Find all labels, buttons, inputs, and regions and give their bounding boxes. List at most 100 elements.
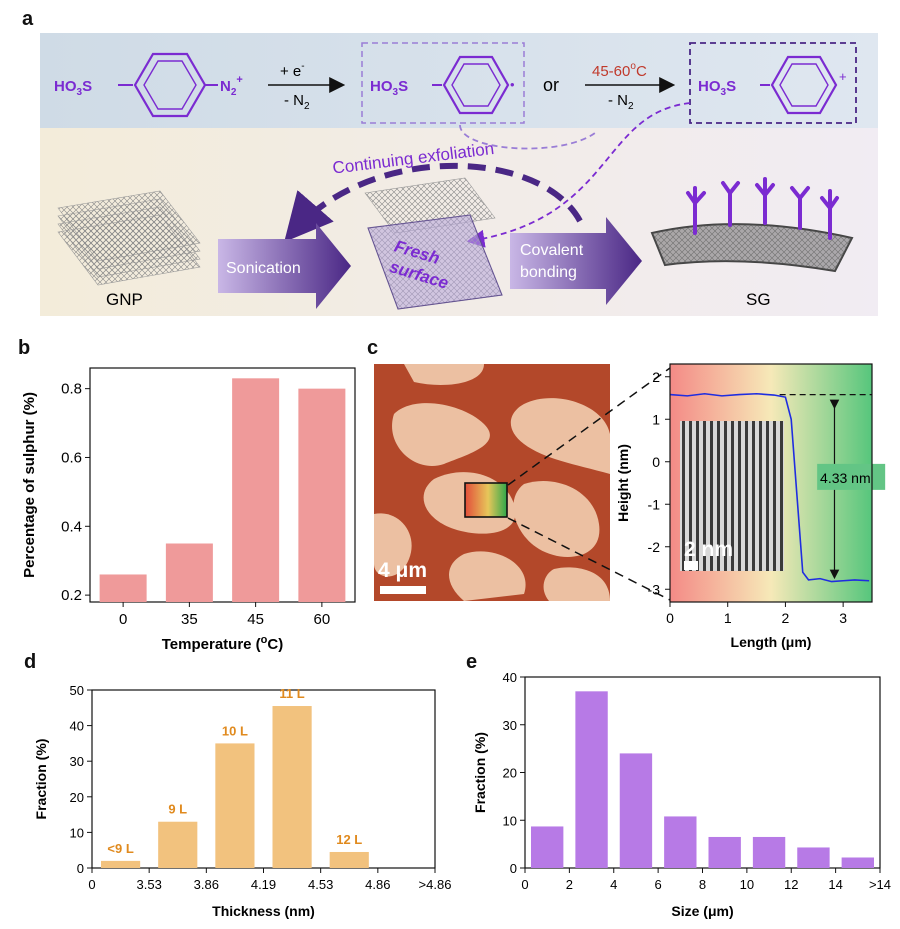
chart-e-size: 0 2 4 6 8 10 12 14 >14 0 10 20 30 40 Size (μm) Fraction… xyxy=(472,670,891,919)
panel-label-b: b xyxy=(18,337,31,359)
svg-text:Covalent: Covalent xyxy=(520,242,584,259)
chart-d-bar xyxy=(329,851,369,868)
chart-c-ytick-label: 1 xyxy=(652,411,660,427)
chart-d-xtick-label: >4.86 xyxy=(419,877,452,892)
chart-c-xlabel: Length (μm) xyxy=(731,634,812,650)
svg-text:+: + xyxy=(839,69,847,84)
chart-e-xtick-label: 0 xyxy=(521,877,528,892)
chart-b-xtick-label: 0 xyxy=(119,611,127,628)
chart-c-xtick-label: 0 xyxy=(666,610,674,626)
chart-e-ytick-label: 20 xyxy=(503,766,517,781)
chart-c-step-label: 4.33 nm xyxy=(820,470,871,486)
step1-arrow: + e- - N2 xyxy=(268,61,346,112)
chart-e-bar xyxy=(752,836,786,868)
chart-e-xtick-label: 14 xyxy=(828,877,842,892)
chart-b-sulphur: 0 35 45 60 0.2 0.4 0.6 0.8 Temperature (oC) Perce… xyxy=(21,367,356,653)
sg-label: SG xyxy=(746,290,771,309)
chart-e-bar xyxy=(575,691,608,868)
chart-b-ytick-label: 0.8 xyxy=(61,381,82,398)
sg-functionalized-graphene xyxy=(650,177,854,273)
chart-d-xtick-label: 0 xyxy=(88,877,95,892)
chart-e-ytick-label: 30 xyxy=(503,718,517,733)
chart-b-ytick-label: 0.6 xyxy=(61,449,82,466)
afm-scalebar xyxy=(380,586,426,594)
chart-d-bar xyxy=(272,706,312,868)
svg-text:- N2: - N2 xyxy=(284,92,310,112)
chart-e-xlabel: Size (μm) xyxy=(671,903,733,919)
chart-c-ytick-label: 0 xyxy=(652,454,660,470)
chart-d-xtick-label: 4.53 xyxy=(308,877,333,892)
cation-path xyxy=(466,102,691,248)
fresh-surface-sheets: Fresh surface xyxy=(364,177,503,310)
svg-text:N2+: N2+ xyxy=(220,74,243,98)
sonication-arrow: Sonication xyxy=(218,223,351,309)
chart-e-ytick-label: 10 xyxy=(503,813,517,828)
step2-arrow: 45-60oC - N2 xyxy=(585,61,676,112)
chart-c-ylabel: Height (nm) xyxy=(615,444,631,522)
chart-e-ytick-label: 40 xyxy=(503,670,517,685)
chart-d-xtick-label: 3.86 xyxy=(194,877,219,892)
aryl-radical: HO3S • xyxy=(361,42,525,124)
chart-e-bar xyxy=(664,816,697,868)
continuing-exfoliation-arc xyxy=(284,162,583,243)
chart-b-xtick-label: 35 xyxy=(181,611,198,628)
chart-c-height-profile: 2 nm 4.33 nm 0 1 2 3 -3 -2 -1 0 1 2 Length (μm) Heigh… xyxy=(615,363,886,650)
chart-b-frame xyxy=(89,367,356,603)
svg-text:HO3S: HO3S xyxy=(698,78,736,98)
chart-d-xtick-label: 4.86 xyxy=(365,877,390,892)
chart-d-ylabel: Fraction (%) xyxy=(33,739,49,820)
chart-b-ytick-label: 0.2 xyxy=(61,587,82,604)
chart-e-bar xyxy=(841,857,874,868)
chart-c-ytick-label: 2 xyxy=(652,369,660,385)
chart-e-xtick-label: 4 xyxy=(610,877,617,892)
profile-box xyxy=(464,482,508,518)
chart-d-bar-label: 10 L xyxy=(222,723,248,738)
chart-b-xtick-label: 45 xyxy=(247,611,264,628)
chart-e-xtick-label: 8 xyxy=(699,877,706,892)
chart-e-xtick-label: >14 xyxy=(869,877,891,892)
chart-d-bar-label: 11 L xyxy=(279,686,304,701)
chart-e-bar xyxy=(708,836,741,868)
gnp-label: GNP xyxy=(106,290,143,309)
chart-c-inset-scalebar xyxy=(684,561,698,570)
chart-c-step-label-bg xyxy=(817,463,886,490)
afm-scalebar-label: 4 μm xyxy=(378,559,427,582)
chart-d-frame xyxy=(91,689,436,869)
panel-label-e: e xyxy=(466,651,478,673)
chart-b-xlabel: Temperature (oC) xyxy=(162,634,283,653)
chart-d-bar xyxy=(215,743,255,868)
chart-b-xtick-label: 60 xyxy=(314,611,331,628)
svg-text:- N2: - N2 xyxy=(608,92,634,112)
chart-d-xtick-label: 4.19 xyxy=(251,877,276,892)
chart-c-ytick-label: -1 xyxy=(648,496,661,512)
chart-c-frame xyxy=(669,363,873,603)
chart-d-bar-label: 9 L xyxy=(168,802,187,817)
panel-label-a: a xyxy=(22,8,34,30)
chart-e-xtick-label: 12 xyxy=(784,877,798,892)
radical-path xyxy=(459,124,596,150)
aryl-cation: HO3S + xyxy=(689,42,857,124)
chart-c-ytick-label: -3 xyxy=(648,581,661,597)
chart-e-bar xyxy=(531,826,564,868)
chart-b-bar xyxy=(232,378,280,602)
chart-e-ylabel: Fraction (%) xyxy=(472,732,488,813)
covalent-bonding-arrow: Covalent bonding xyxy=(510,217,642,305)
panel-label-d: d xyxy=(24,651,37,673)
chart-d-ytick-label: 40 xyxy=(70,719,84,734)
chart-e-xtick-label: 10 xyxy=(740,877,754,892)
chart-d-xtick-label: 3.53 xyxy=(137,877,162,892)
svg-text:bonding: bonding xyxy=(520,264,577,281)
chart-b-bar xyxy=(99,574,147,602)
svg-text:45-60oC: 45-60oC xyxy=(592,61,647,80)
svg-text:HO3S: HO3S xyxy=(54,78,92,98)
diazonium-reactant: HO3S N2+ xyxy=(54,52,243,118)
svg-text:•: • xyxy=(510,77,515,92)
chart-e-bar xyxy=(619,753,653,868)
chart-d-bar xyxy=(101,860,141,868)
svg-text:HO3S: HO3S xyxy=(370,78,408,98)
chart-e-xtick-label: 2 xyxy=(566,877,573,892)
chart-d-ytick-label: 20 xyxy=(70,790,84,805)
chart-b-bar xyxy=(165,543,213,602)
chart-d-thickness: 0 3.53 3.86 4.19 4.53 4.86 >4.86 <9 L 9 L 10 L 11 … xyxy=(33,683,452,919)
chart-c-xtick-label: 3 xyxy=(839,610,847,626)
